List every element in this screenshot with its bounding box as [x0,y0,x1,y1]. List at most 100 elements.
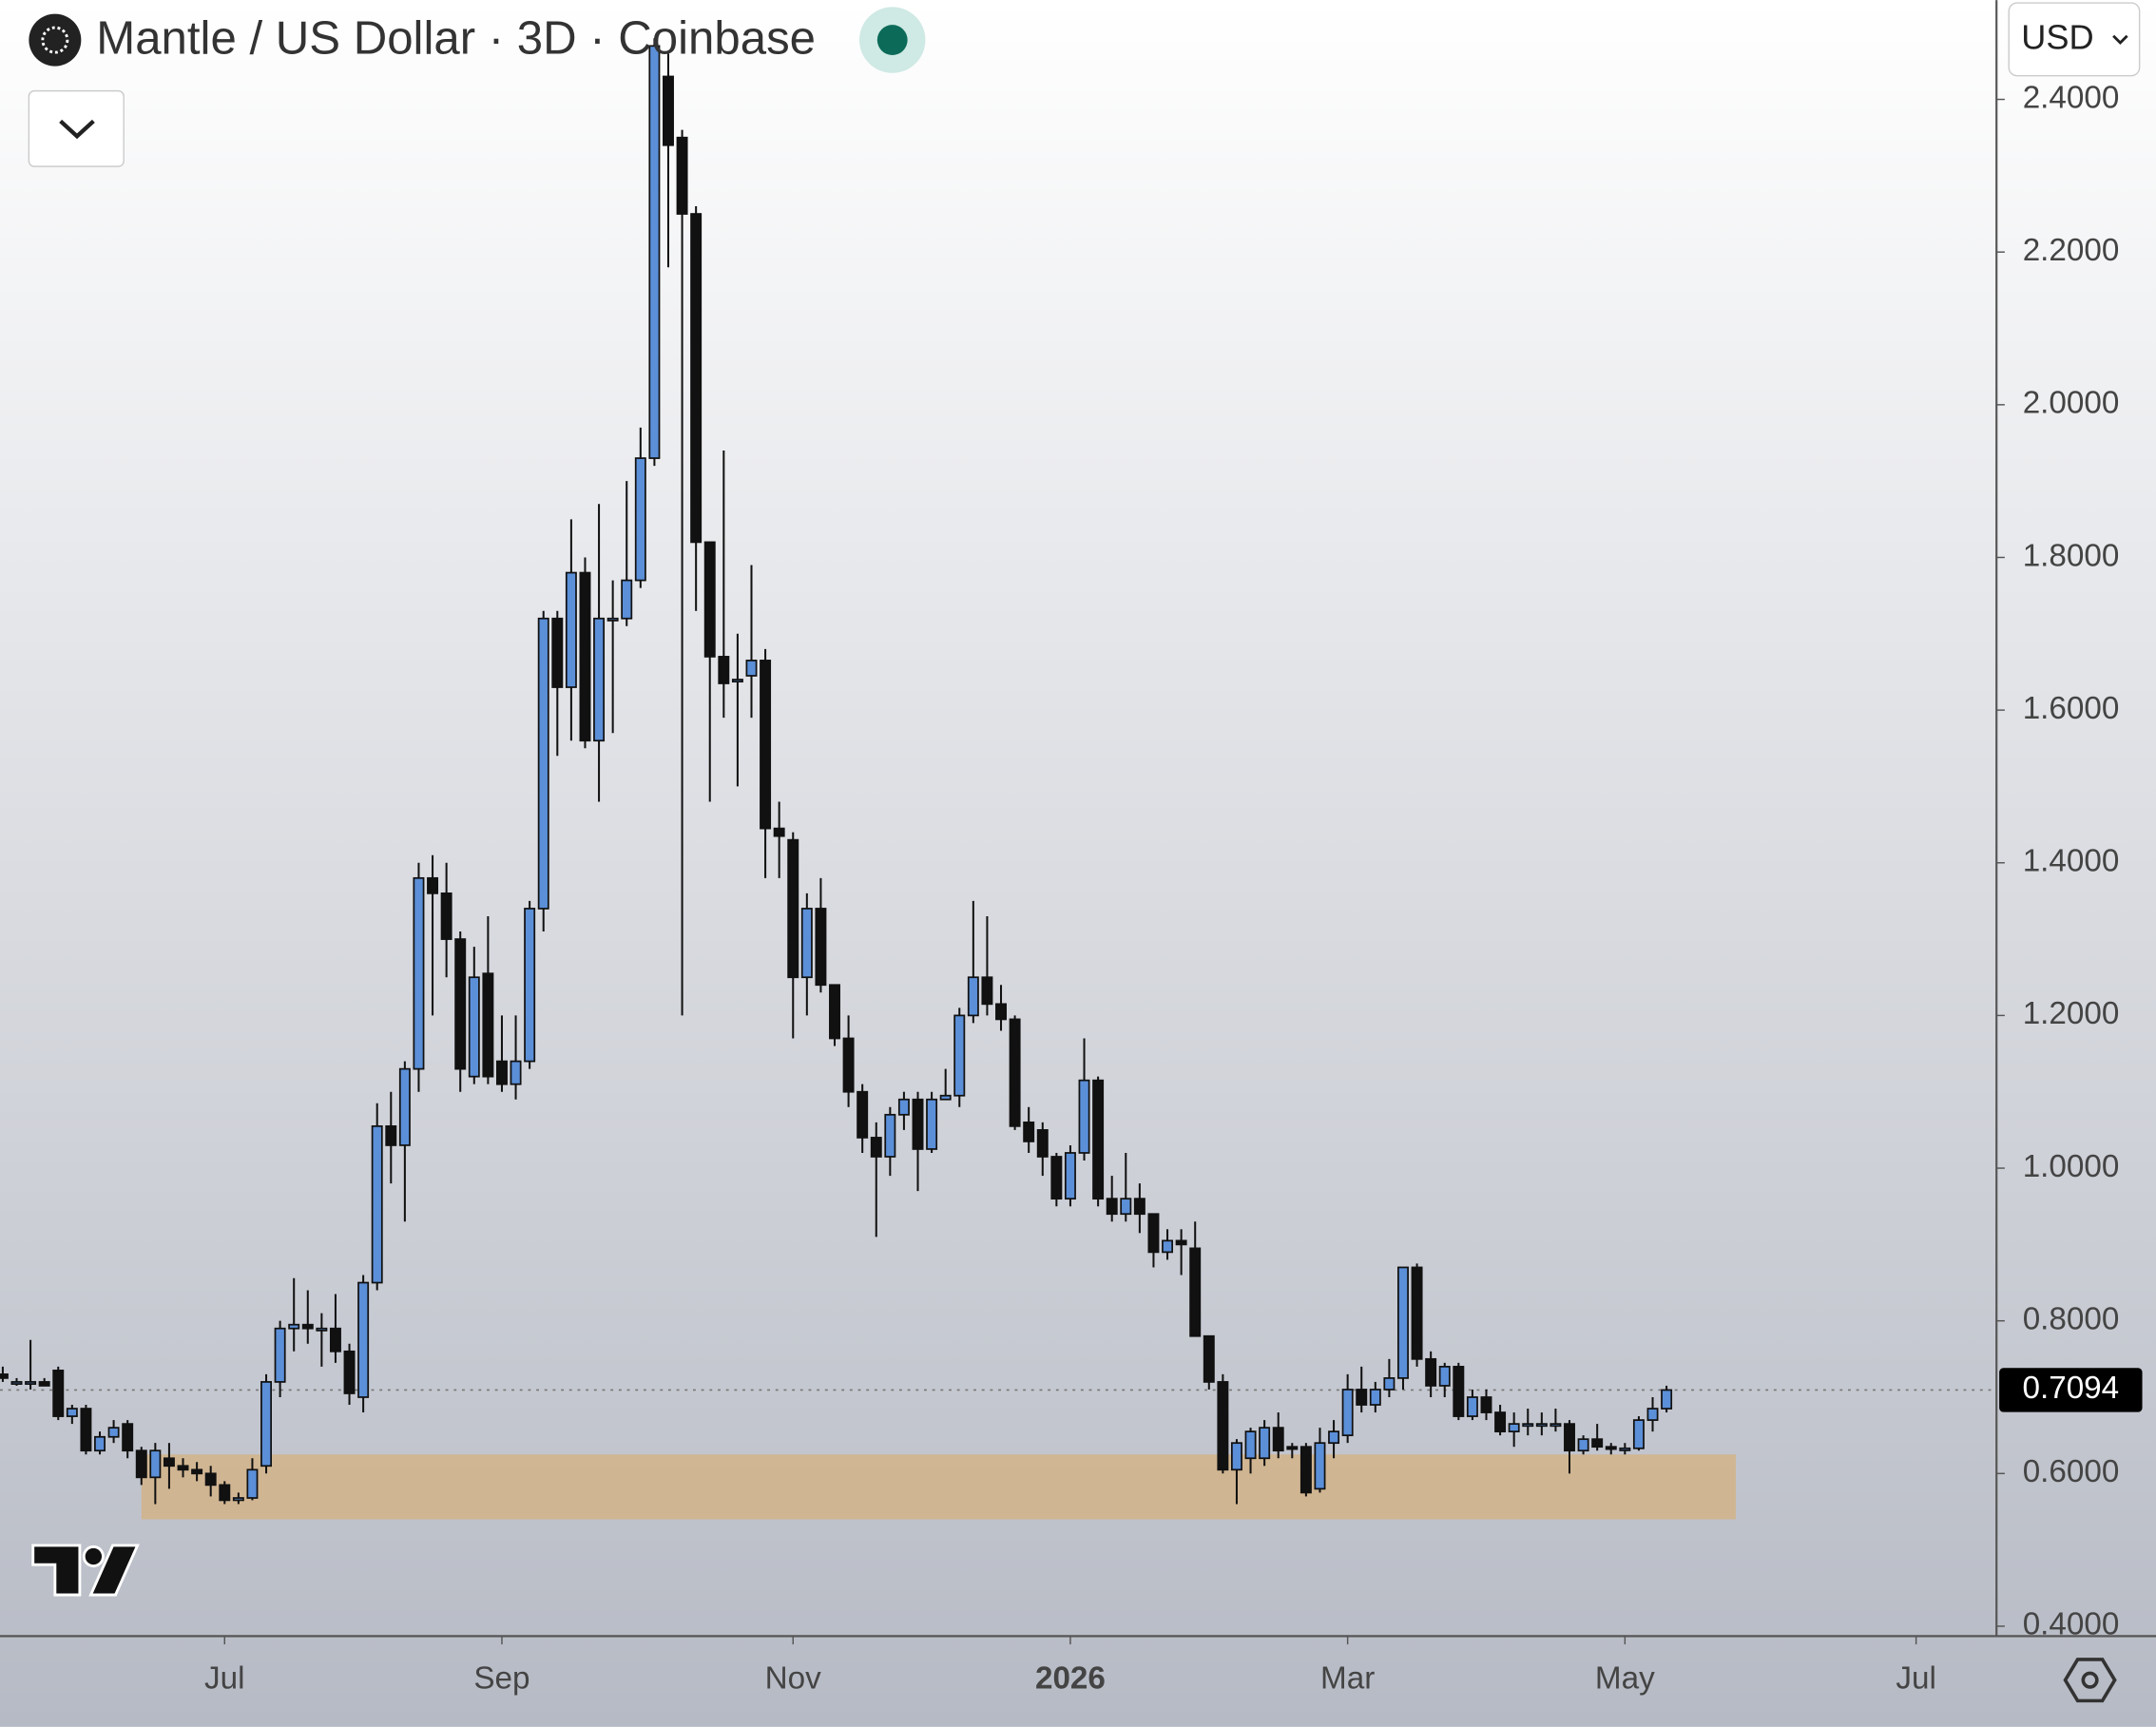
candle-body-down [1272,1427,1284,1452]
candle-body-down [1203,1334,1215,1383]
candle-body-up [232,1497,244,1502]
y-tick-label: 1.2000 [2023,996,2120,1031]
candle-body-down [1092,1079,1105,1200]
candle-body-down [204,1472,217,1487]
candle-body-down [551,617,564,688]
candle-body-up [260,1381,273,1468]
candle-body-up [1646,1408,1659,1421]
candle-body-up [1314,1442,1326,1490]
market-status [876,25,908,55]
candle-body-down [122,1423,134,1452]
candle-body-down [0,1373,9,1379]
candle-body-up [524,908,536,1063]
candle-body-up [926,1098,938,1150]
candle-body-down [1175,1239,1187,1246]
candle-body-up [398,1067,411,1146]
candle-body-up [66,1408,78,1417]
candle-body-up [537,617,549,910]
candle-body-up [1661,1389,1673,1410]
candle-body-up [413,876,425,1070]
candle-body-up [1535,1423,1548,1428]
candle-body-down [760,660,772,830]
x-tick-label: Jul [1896,1660,1936,1696]
candle-body-up [316,1327,328,1332]
candle-body-down [454,938,467,1070]
candle-body-up [1230,1442,1242,1471]
candle-body-down [690,213,703,544]
x-tick-label: May [1595,1660,1655,1696]
candle-body-up [94,1435,106,1452]
x-tick-label: Jul [204,1660,245,1696]
symbol-icon-mark [41,26,69,54]
candle-body-down [981,976,993,1006]
candle-body-down [80,1408,92,1452]
candle-body-up [1632,1419,1645,1449]
candle-body-up [1522,1423,1534,1428]
candle-body-up [371,1124,383,1284]
y-tick-label: 0.4000 [2023,1607,2120,1642]
candle-body-down [787,838,799,979]
candle-body-down [857,1090,869,1139]
axes: 0.4000 0.6000 0.8000 1.0000 1.2000 1.4000 1.60… [204,80,2143,1696]
candle-body-up [149,1449,162,1479]
y-tick-label: 1.0000 [2023,1149,2120,1184]
candle-body-up [648,45,661,459]
currency-button[interactable] [2008,2,2141,77]
candle-body-down [1425,1357,1437,1387]
candle-body-down [912,1098,924,1150]
candle-body-down [1023,1121,1035,1142]
candle-body-up [1550,1423,1562,1428]
candle-body-up [953,1014,966,1097]
settings-button[interactable] [2063,1658,2117,1703]
candle-body-up [25,1381,37,1385]
candle-body-up [288,1323,300,1330]
candle-body-up [1259,1427,1271,1460]
y-tick-label: 1.4000 [2023,844,2120,879]
candle-body-down [177,1465,189,1471]
candle-body-down [829,984,840,1040]
candle-body-down [1591,1438,1604,1449]
chevron [59,119,95,140]
logo [31,1544,140,1597]
x-tick-label: Nov [765,1660,822,1696]
y-tick-label: 2.0000 [2023,386,2120,421]
x-tick-label: 2026 [1035,1660,1106,1696]
candle-body-up [800,908,813,979]
candle-body-up [1619,1447,1631,1451]
candle-body-down [1133,1198,1145,1216]
candle-body-up [884,1113,896,1158]
candle-body-down [163,1457,175,1468]
candle-body-up [510,1060,522,1085]
candle-body-up [1508,1423,1520,1433]
last-price-box [1999,1368,2143,1412]
candle-body-down [482,972,494,1078]
candle-body-down [1147,1213,1160,1254]
candle-body-up [1383,1377,1396,1391]
candle-body-down [676,136,688,215]
candle-body-down [1411,1266,1423,1360]
candle-body-down [870,1137,882,1158]
candle-body-down [703,541,716,658]
collapse-button[interactable] [28,89,125,167]
candle-body-up [1064,1152,1076,1200]
candle-body-up [1438,1365,1451,1387]
y-tick-label: 0.6000 [2023,1454,2120,1489]
candle-body-up [1577,1438,1589,1452]
candle-body-down [343,1350,356,1394]
candle-body-up [1162,1239,1174,1254]
candle-body-down [385,1124,397,1146]
last-price-label: 0.7094 [2022,1371,2119,1406]
candle-body-down [1286,1446,1299,1450]
candle-body-up [1120,1198,1132,1216]
y-tick-label: 1.8000 [2023,538,2120,573]
candle-body-down [1356,1389,1368,1406]
symbol-icon [29,13,82,67]
x-tick-label: Mar [1320,1660,1375,1696]
candle-body-down [842,1037,855,1093]
candle-body-up [274,1327,286,1383]
candle-body-up [107,1427,120,1438]
y-tick-label: 2.2000 [2023,233,2120,268]
candle-body-down [1480,1396,1492,1413]
candle-body-down [1494,1411,1507,1433]
